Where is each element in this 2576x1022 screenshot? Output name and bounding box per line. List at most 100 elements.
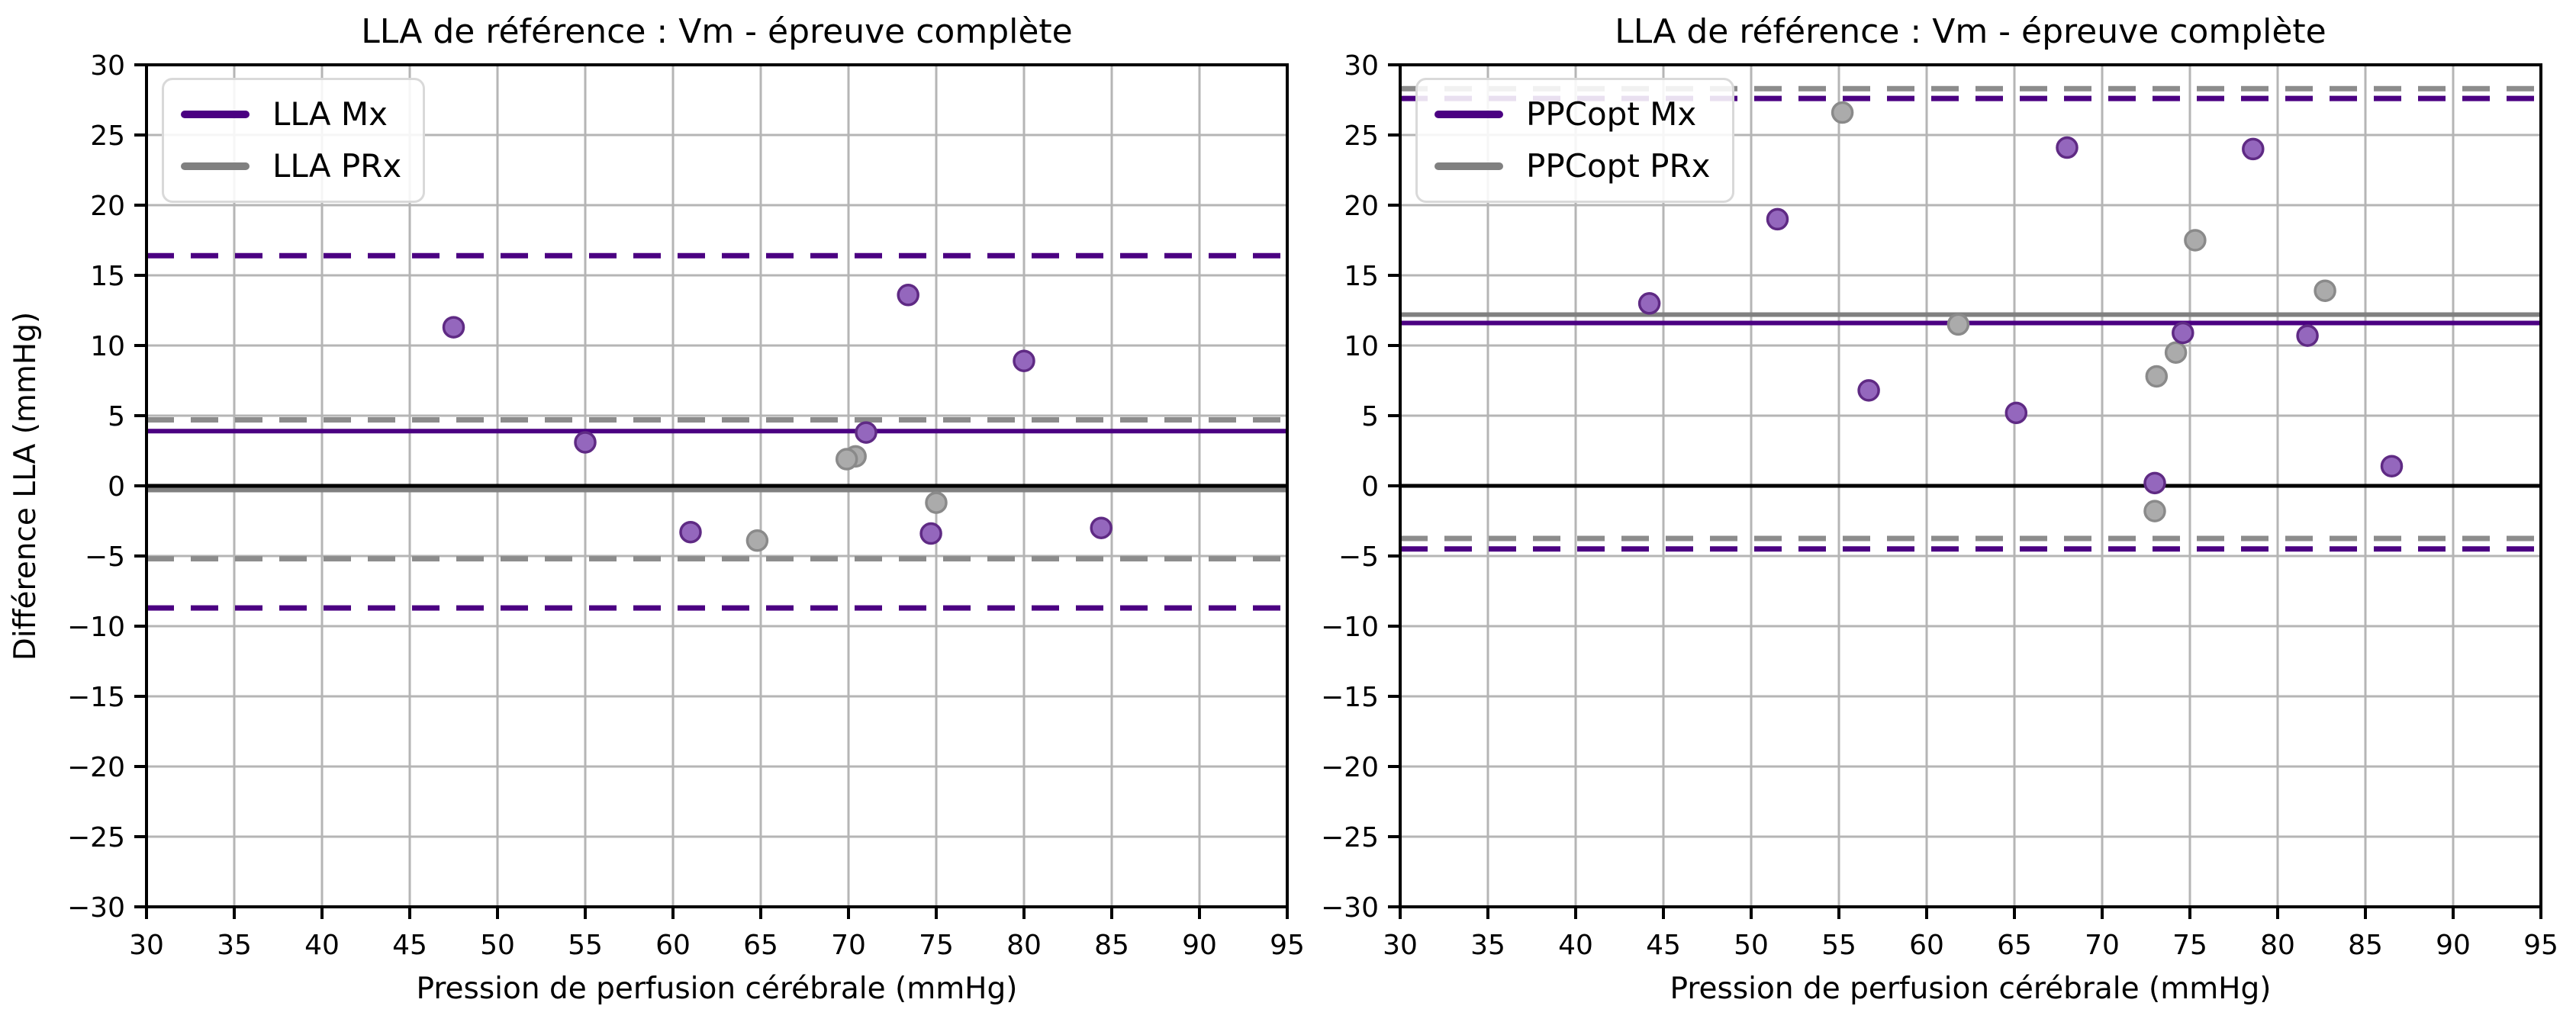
scatter-point-ppcopt-prx	[2145, 365, 2169, 388]
x-axis-label-right: Pression de perfusion cérébrale (mmHg)	[1670, 972, 2272, 1006]
y-tick-label: 10	[1344, 331, 1379, 362]
scatter-point-ppcopt-mx	[1766, 207, 1789, 231]
legend-item: LLA Mx	[181, 95, 401, 133]
x-tick-label: 95	[2523, 930, 2558, 961]
legend-left: LLA Mx LLA PRx	[162, 78, 426, 203]
y-axis-label-wrap: Différence LLA (mmHg)	[3, 65, 49, 907]
legend-item: PPCopt PRx	[1435, 147, 1711, 185]
scatter-point-lla-mx	[442, 316, 465, 339]
x-tick-label: 55	[1821, 930, 1856, 961]
y-tick-label: −10	[67, 612, 125, 643]
y-tick-label: 15	[1344, 261, 1379, 292]
legend-item-label: PPCopt Mx	[1526, 95, 1697, 133]
scatter-point-ppcopt-prx	[2164, 341, 2188, 364]
scatter-point-ppcopt-mx	[2380, 455, 2404, 477]
y-tick-label: −25	[67, 822, 125, 853]
scatter-point-ppcopt-mx	[2004, 401, 2028, 425]
x-tick-label: 45	[1646, 930, 1681, 961]
x-tick-label: 45	[392, 930, 427, 961]
legend-item: LLA PRx	[181, 147, 401, 185]
scatter-point-ppcopt-mx	[2172, 321, 2194, 345]
y-tick-label: 20	[90, 191, 125, 222]
scatter-point-lla-mx	[1090, 516, 1113, 539]
y-tick-label: 0	[108, 471, 125, 503]
chart-panel-0: 30 35 40 45 50 55 60 65 70 75 80 85 90 95−30−25−20−15…	[67, 50, 1305, 961]
x-tick-label: 55	[568, 930, 603, 961]
y-tick-label: −30	[1321, 892, 1379, 924]
legend-line-swatch	[1435, 162, 1503, 170]
scatter-point-ppcopt-prx	[2184, 229, 2207, 252]
legend-right: PPCopt Mx PPCopt PRx	[1415, 78, 1734, 203]
scatter-point-ppcopt-mx	[2143, 471, 2166, 495]
chart-title-right: LLA de référence : Vm - épreuve complète	[1615, 12, 2326, 51]
x-tick-label: 65	[1997, 930, 2032, 961]
x-tick-label: 40	[1558, 930, 1593, 961]
x-tick-label: 35	[1470, 930, 1505, 961]
x-tick-label: 75	[919, 930, 954, 961]
x-tick-label: 85	[2348, 930, 2383, 961]
legend-item-label: PPCopt PRx	[1526, 147, 1711, 185]
scatter-point-lla-mx	[919, 522, 942, 545]
x-axis-label-left: Pression de perfusion cérébrale (mmHg)	[416, 972, 1018, 1006]
x-tick-label: 60	[655, 930, 691, 961]
y-tick-label: −5	[85, 542, 125, 573]
x-tick-label: 95	[1270, 930, 1305, 961]
y-tick-label: 30	[90, 50, 125, 82]
scatter-point-ppcopt-prx	[1946, 313, 1970, 336]
legend-line-swatch	[181, 111, 250, 118]
scatter-point-lla-mx	[574, 431, 597, 454]
y-tick-label: −25	[1321, 822, 1379, 853]
x-tick-label: 30	[129, 930, 164, 961]
y-tick-label: −30	[67, 892, 125, 924]
legend-item-label: LLA PRx	[272, 147, 402, 185]
x-tick-label: 80	[1006, 930, 1042, 961]
scatter-point-ppcopt-mx	[1637, 292, 1661, 315]
scatter-point-lla-mx	[897, 284, 919, 307]
legend-item-label: LLA Mx	[272, 95, 388, 133]
y-tick-label: 0	[1361, 471, 1379, 503]
y-tick-label: 25	[90, 121, 125, 152]
chart-title-left: LLA de référence : Vm - épreuve complète	[361, 12, 1073, 51]
scatter-point-ppcopt-mx	[2296, 324, 2319, 347]
x-tick-label: 30	[1383, 930, 1418, 961]
y-tick-label: −15	[1321, 682, 1379, 713]
scatter-point-ppcopt-mx	[2056, 136, 2079, 159]
y-tick-label: 15	[90, 261, 125, 292]
scatter-point-lla-mx	[855, 421, 877, 444]
scatter-point-lla-prx	[745, 529, 769, 552]
x-tick-label: 60	[1909, 930, 1944, 961]
legend-line-swatch	[181, 162, 250, 170]
scatter-point-ppcopt-prx	[2314, 279, 2336, 302]
y-tick-label: −20	[1321, 752, 1379, 783]
y-tick-label: −15	[67, 682, 125, 713]
x-tick-label: 70	[2085, 930, 2120, 961]
x-tick-label: 75	[2172, 930, 2207, 961]
x-tick-label: 65	[743, 930, 778, 961]
x-tick-label: 90	[2436, 930, 2471, 961]
x-tick-label: 35	[217, 930, 252, 961]
legend-line-swatch	[1435, 111, 1503, 118]
x-tick-label: 80	[2260, 930, 2295, 961]
x-tick-label: 70	[831, 930, 866, 961]
x-tick-label: 85	[1094, 930, 1129, 961]
legend-item: PPCopt Mx	[1435, 95, 1711, 133]
scatter-point-ppcopt-mx	[1857, 379, 1880, 402]
scatter-point-ppcopt-mx	[2242, 137, 2265, 161]
scatter-point-lla-mx	[1013, 349, 1035, 372]
x-tick-label: 90	[1182, 930, 1217, 961]
y-tick-label: −5	[1338, 542, 1379, 573]
y-tick-label: 5	[1361, 401, 1379, 432]
y-axis-label: Différence LLA (mmHg)	[8, 311, 43, 660]
scatter-point-ppcopt-prx	[1831, 101, 1854, 124]
scatter-point-ppcopt-prx	[2143, 500, 2166, 522]
y-tick-label: 30	[1344, 50, 1379, 82]
scatter-point-lla-prx	[835, 448, 858, 471]
y-tick-label: 5	[108, 401, 125, 432]
y-tick-label: 25	[1344, 121, 1379, 152]
y-tick-label: −20	[67, 752, 125, 783]
y-tick-label: 20	[1344, 191, 1379, 222]
x-tick-label: 50	[1734, 930, 1769, 961]
y-tick-label: −10	[1321, 612, 1379, 643]
